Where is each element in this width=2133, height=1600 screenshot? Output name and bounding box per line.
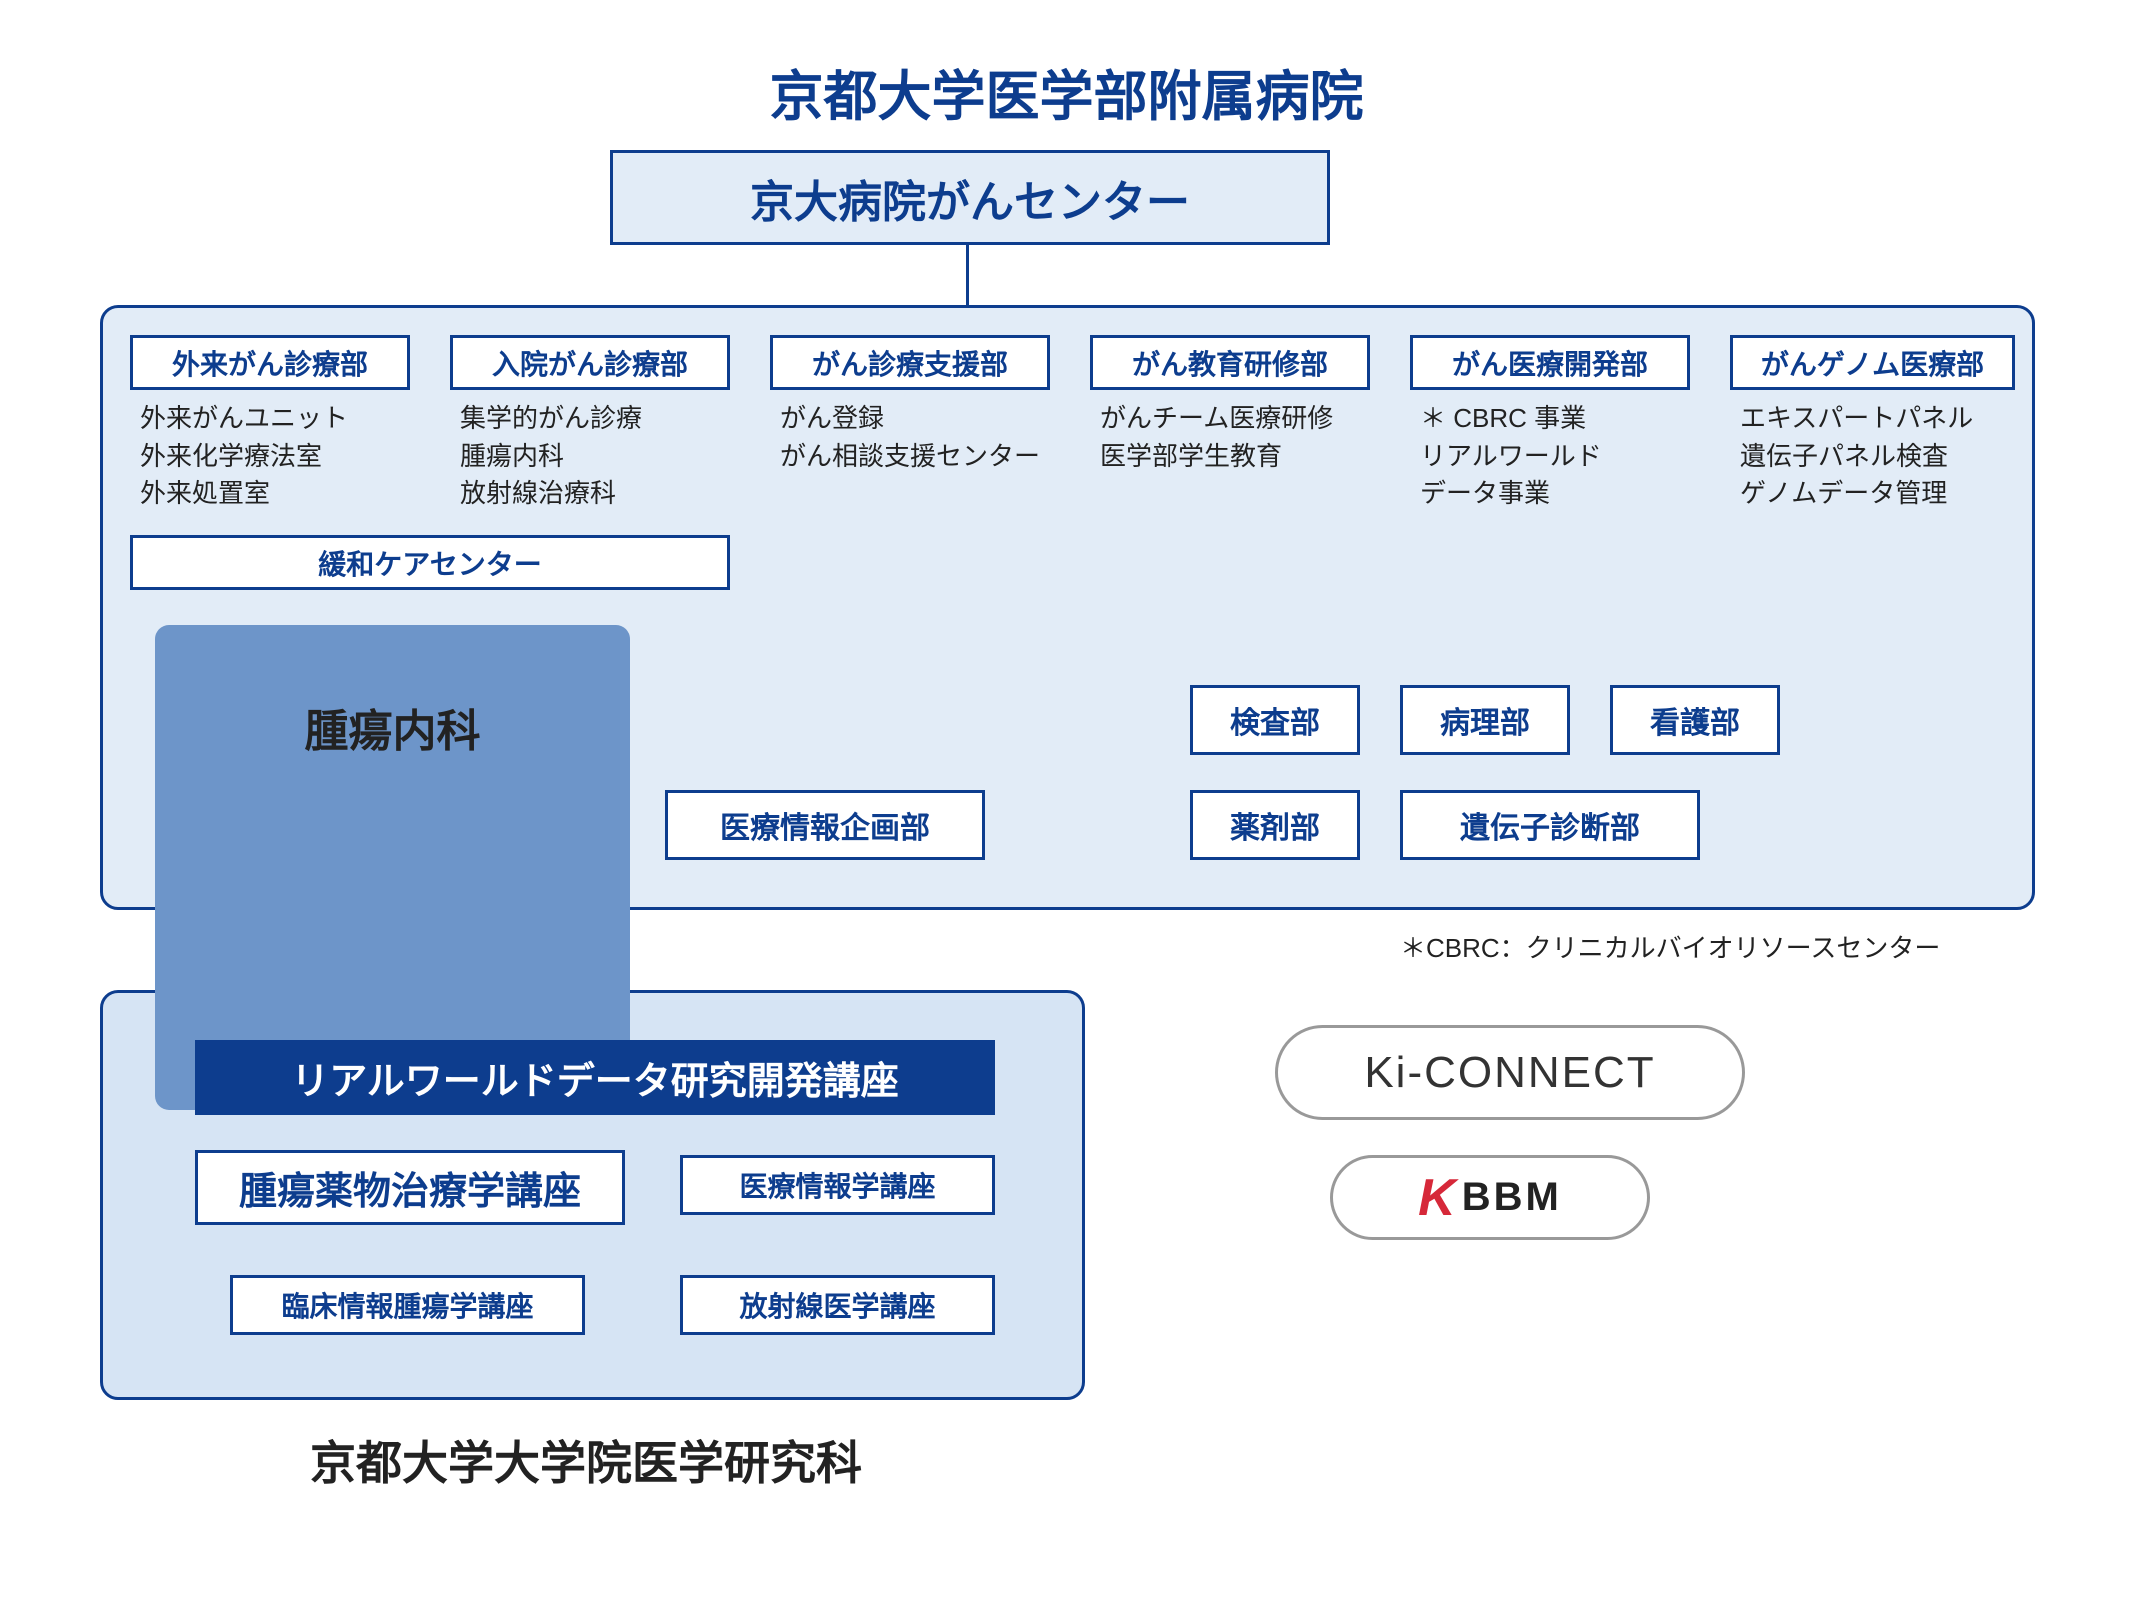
palliative-label: 緩和ケアセンター: [318, 543, 541, 583]
dept-title: がん医療開発部: [1452, 343, 1648, 383]
dept-items-0: 外来がんユニット 外来化学療法室 外来処置室: [140, 400, 348, 513]
med-info-label: 医療情報学講座: [739, 1165, 935, 1205]
kbbm-logo: K BBM: [1330, 1155, 1650, 1240]
radiation-course: 放射線医学講座: [680, 1275, 995, 1335]
dept-item: 放射線治療科: [460, 475, 642, 513]
oncology-label: 腫瘍内科: [305, 695, 481, 759]
oncology-box: 腫瘍内科: [155, 625, 630, 1110]
palliative-care-box: 緩和ケアセンター: [130, 535, 730, 590]
support-label: 病理部: [1440, 698, 1530, 742]
support-yakuzai: 薬剤部: [1190, 790, 1360, 860]
dept-item: がんチーム医療研修: [1100, 400, 1333, 438]
dept-title: がん診療支援部: [812, 343, 1008, 383]
cancer-center-box: 京大病院がんセンター: [610, 150, 1330, 245]
dept-items-2: がん登録 がん相談支援センター: [780, 400, 1040, 475]
info-planning-box: 医療情報企画部: [665, 790, 985, 860]
dept-header-5: がんゲノム医療部: [1730, 335, 2015, 390]
dept-items-1: 集学的がん診療 腫瘍内科 放射線治療科: [460, 400, 642, 513]
radiation-label: 放射線医学講座: [739, 1285, 935, 1325]
support-kango: 看護部: [1610, 685, 1780, 755]
dept-header-4: がん医療開発部: [1410, 335, 1690, 390]
dept-item: 外来処置室: [140, 475, 348, 513]
dept-title: 入院がん診療部: [492, 343, 688, 383]
dept-header-0: 外来がん診療部: [130, 335, 410, 390]
dept-item: 医学部学生教育: [1100, 438, 1333, 476]
grad-school-title: 京都大学大学院医学研究科: [310, 1430, 862, 1497]
dept-item: 腫瘍内科: [460, 438, 642, 476]
cancer-center-label: 京大病院がんセンター: [750, 166, 1190, 230]
cbrc-note: ＊CBRC：クリニカルバイオリソースセンター: [1400, 930, 1940, 968]
support-label: 薬剤部: [1230, 803, 1320, 847]
clinical-tumor-label: 臨床情報腫瘍学講座: [281, 1285, 533, 1325]
kbbm-bbm: BBM: [1462, 1175, 1562, 1220]
dept-item: がん登録: [780, 400, 1040, 438]
support-byori: 病理部: [1400, 685, 1570, 755]
support-label: 看護部: [1650, 698, 1740, 742]
connector-vertical: [966, 245, 969, 305]
tumor-drug-box: 腫瘍薬物治療学講座: [195, 1150, 625, 1225]
dept-item: エキスパートパネル: [1740, 400, 1973, 438]
kiconnect-logo: Ki-CONNECT: [1275, 1025, 1745, 1120]
support-label: 遺伝子診断部: [1460, 803, 1640, 847]
dept-item: 外来化学療法室: [140, 438, 348, 476]
dept-items-4: ＊ CBRC 事業 リアルワールド データ事業: [1420, 400, 1602, 513]
dept-item: 外来がんユニット: [140, 400, 348, 438]
rwd-banner: リアルワールドデータ研究開発講座: [195, 1040, 995, 1115]
dept-title: がんゲノム医療部: [1761, 343, 1984, 383]
dept-header-3: がん教育研修部: [1090, 335, 1370, 390]
tumor-drug-label: 腫瘍薬物治療学講座: [239, 1160, 581, 1215]
support-label: 検査部: [1230, 698, 1320, 742]
kiconnect-text: Ki-CONNECT: [1364, 1048, 1655, 1098]
dept-item: がん相談支援センター: [780, 438, 1040, 476]
dept-item: ＊ CBRC 事業: [1420, 400, 1602, 438]
rwd-label: リアルワールドデータ研究開発講座: [291, 1050, 899, 1105]
clinical-tumor-course: 臨床情報腫瘍学講座: [230, 1275, 585, 1335]
dept-item: ゲノムデータ管理: [1740, 475, 1973, 513]
support-idenshi: 遺伝子診断部: [1400, 790, 1700, 860]
med-info-course: 医療情報学講座: [680, 1155, 995, 1215]
dept-items-3: がんチーム医療研修 医学部学生教育: [1100, 400, 1333, 475]
dept-item: 遺伝子パネル検査: [1740, 438, 1973, 476]
page-title: 京都大学医学部附属病院: [0, 52, 2133, 131]
dept-title: 外来がん診療部: [172, 343, 368, 383]
dept-header-2: がん診療支援部: [770, 335, 1050, 390]
info-planning-label: 医療情報企画部: [720, 803, 930, 847]
dept-title: がん教育研修部: [1132, 343, 1328, 383]
dept-items-5: エキスパートパネル 遺伝子パネル検査 ゲノムデータ管理: [1740, 400, 1973, 513]
dept-item: データ事業: [1420, 475, 1602, 513]
kbbm-k: K: [1418, 1168, 1456, 1228]
dept-item: リアルワールド: [1420, 438, 1602, 476]
support-kensa: 検査部: [1190, 685, 1360, 755]
dept-item: 集学的がん診療: [460, 400, 642, 438]
dept-header-1: 入院がん診療部: [450, 335, 730, 390]
